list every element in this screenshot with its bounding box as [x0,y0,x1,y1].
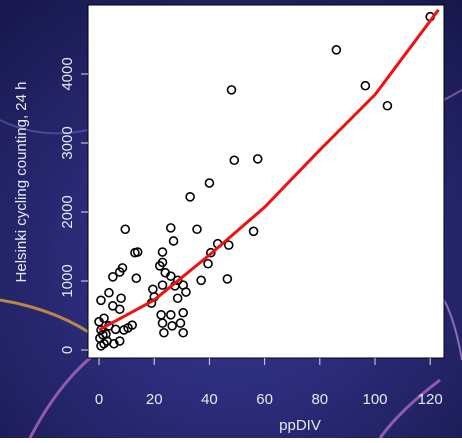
x-axis-label: ppDIV [279,417,321,434]
x-tick-label: 40 [201,391,218,408]
x-tick-label: 60 [256,391,273,408]
x-tick-label: 120 [418,391,443,408]
y-tick-label: 1000 [59,264,76,297]
y-axis-label: Helsinki cycling counting, 24 h [13,82,30,283]
plot-area [88,5,444,358]
x-tick-label: 20 [146,391,163,408]
y-tick-label: 2000 [59,195,76,228]
x-tick-label: 0 [95,391,103,408]
y-tick-label: 4000 [59,57,76,90]
x-tick-label: 100 [362,391,387,408]
y-tick-label: 0 [59,346,76,354]
y-tick-label: 3000 [59,126,76,159]
chart: ppDIV Helsinki cycling counting, 24 h 0 2… [0,0,462,438]
x-tick-label: 80 [311,391,328,408]
